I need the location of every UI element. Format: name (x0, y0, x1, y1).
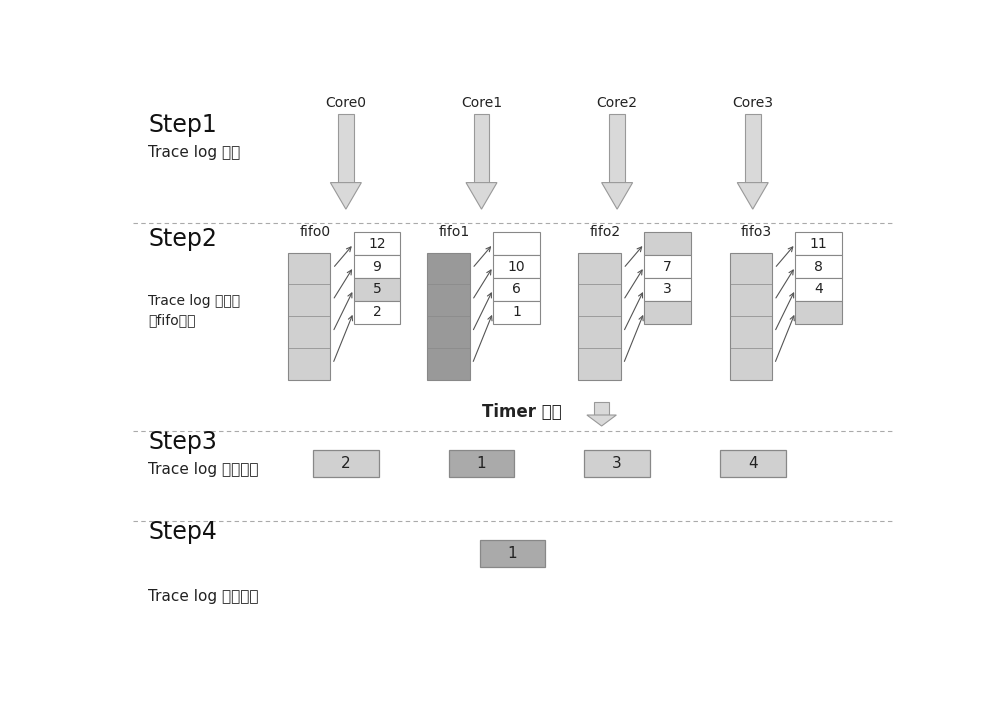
Bar (493, 278, 540, 301)
Text: Core1: Core1 (461, 96, 502, 111)
Text: 6: 6 (512, 282, 521, 296)
Text: 5: 5 (372, 282, 381, 296)
Bar (730, 253, 772, 380)
Bar (354, 256, 400, 278)
Polygon shape (466, 182, 497, 209)
Text: 11: 11 (810, 237, 828, 251)
Text: Step4: Step4 (148, 520, 217, 543)
Bar (354, 278, 400, 301)
Polygon shape (745, 114, 761, 182)
Polygon shape (602, 182, 633, 209)
Bar (493, 232, 540, 256)
Text: 3: 3 (612, 456, 622, 472)
Bar (644, 232, 691, 256)
Text: Step3: Step3 (148, 430, 217, 454)
Text: fifo2: fifo2 (590, 225, 621, 239)
Text: 3: 3 (663, 282, 672, 296)
Polygon shape (594, 401, 609, 415)
Polygon shape (338, 114, 354, 182)
Text: Trace log 存入无: Trace log 存入无 (148, 294, 240, 308)
Bar (795, 232, 842, 256)
Polygon shape (330, 182, 361, 209)
Bar (449, 451, 514, 477)
Text: Core3: Core3 (732, 96, 773, 111)
Text: 1: 1 (508, 546, 517, 561)
Text: 4: 4 (814, 282, 823, 296)
Text: Step2: Step2 (148, 227, 217, 251)
Text: Core2: Core2 (597, 96, 638, 111)
Text: Trace log 输出过程: Trace log 输出过程 (148, 589, 259, 604)
Bar (584, 451, 650, 477)
Text: Core0: Core0 (325, 96, 366, 111)
Text: 10: 10 (508, 260, 525, 274)
Polygon shape (737, 182, 768, 209)
Text: 2: 2 (341, 456, 351, 472)
Text: Trace log 排序过程: Trace log 排序过程 (148, 462, 259, 477)
Bar (354, 301, 400, 324)
Text: Trace log 产生: Trace log 产生 (148, 145, 240, 160)
Bar (493, 301, 540, 324)
Text: Step1: Step1 (148, 113, 217, 137)
Bar (795, 256, 842, 278)
Text: 8: 8 (814, 260, 823, 274)
Text: 1: 1 (512, 305, 521, 319)
Text: 7: 7 (663, 260, 672, 274)
Bar (427, 253, 470, 380)
Text: 4: 4 (748, 456, 758, 472)
Bar (644, 278, 691, 301)
Text: 12: 12 (368, 237, 386, 251)
Bar (480, 540, 545, 567)
Polygon shape (609, 114, 625, 182)
Text: 9: 9 (372, 260, 381, 274)
Text: fifo1: fifo1 (439, 225, 470, 239)
Text: Timer 中断: Timer 中断 (482, 403, 561, 422)
Bar (644, 256, 691, 278)
Polygon shape (474, 114, 489, 182)
Polygon shape (587, 415, 616, 426)
Text: 1: 1 (477, 456, 486, 472)
Text: 2: 2 (372, 305, 381, 319)
Bar (795, 301, 842, 324)
Bar (720, 451, 786, 477)
Text: 锁fifo过程: 锁fifo过程 (148, 313, 196, 327)
Bar (578, 253, 621, 380)
Bar (313, 451, 379, 477)
Bar (493, 256, 540, 278)
Text: fifo0: fifo0 (299, 225, 330, 239)
Bar (354, 232, 400, 256)
Text: fifo3: fifo3 (741, 225, 772, 239)
Bar (644, 301, 691, 324)
Bar (795, 278, 842, 301)
Bar (288, 253, 330, 380)
